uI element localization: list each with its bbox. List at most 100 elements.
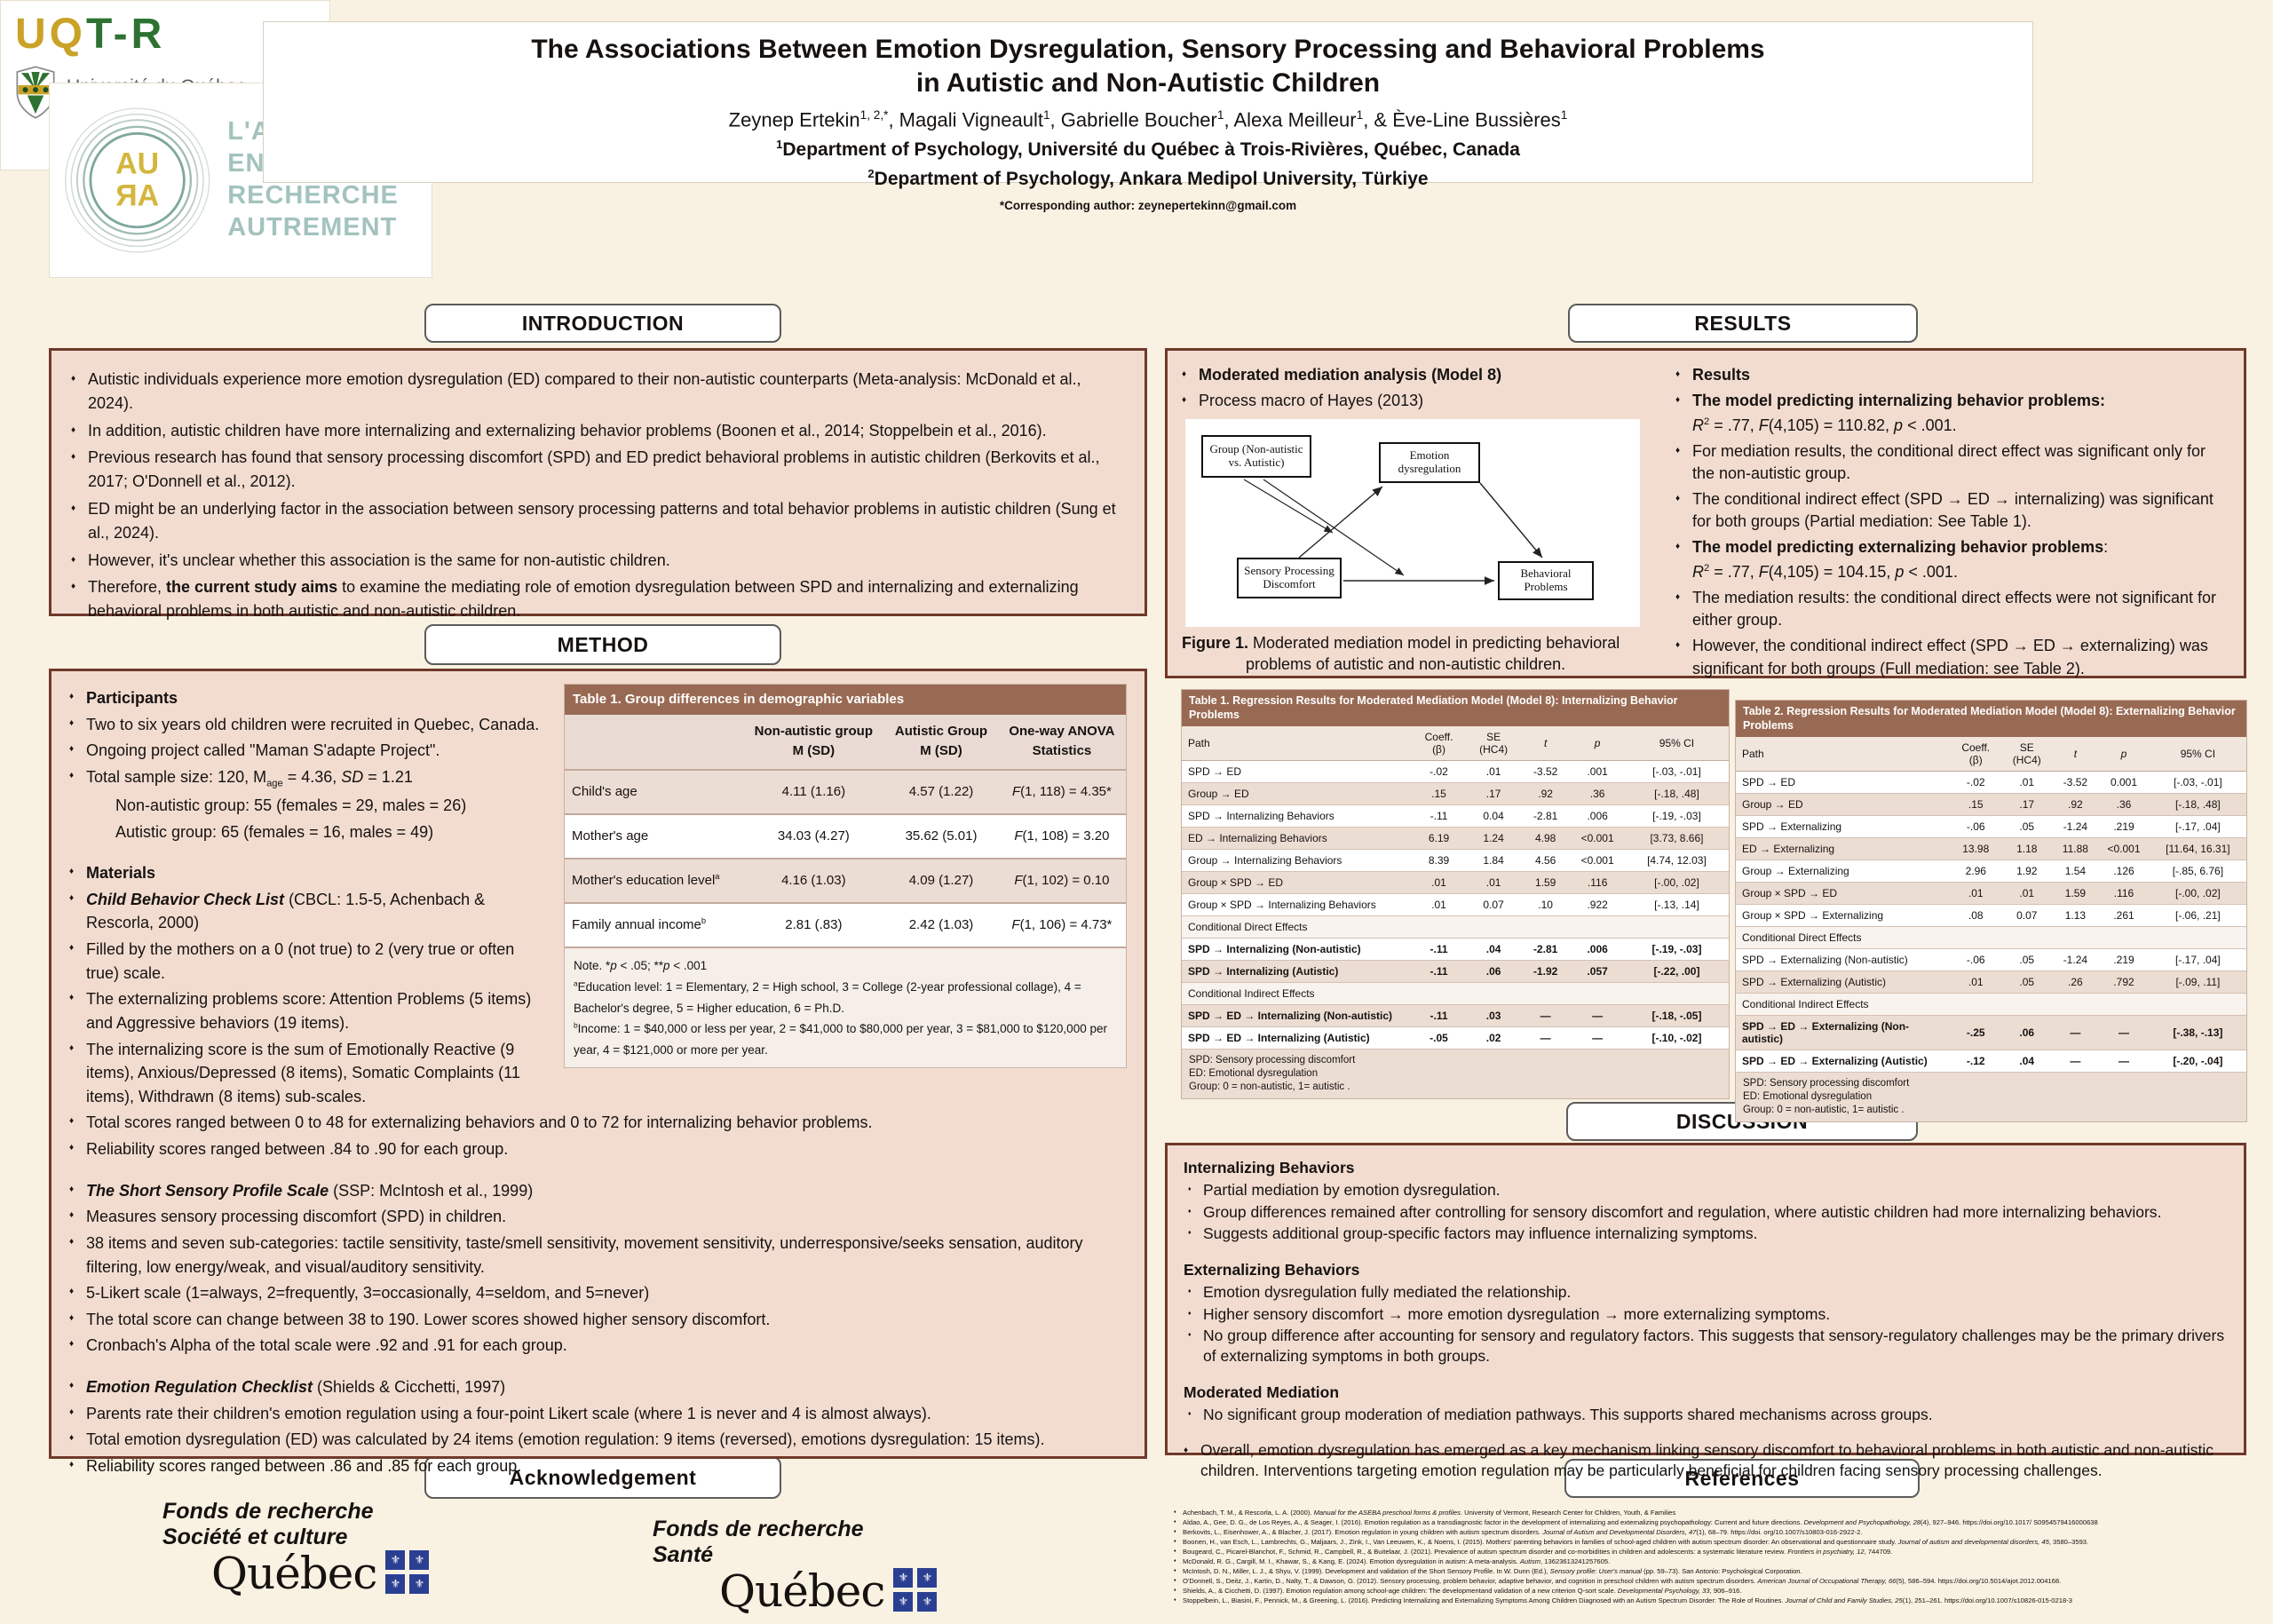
regression-table-internalizing: Table 1. Regression Results for Moderate… [1181,689,1730,1100]
column-header: Path [1182,726,1412,762]
list-item-text: Results [1692,366,1751,384]
list-item-text: R2 = .77, F(4,105) = 110.82, p < .001. [1692,416,1957,435]
bullet-icon: ♦ [1188,1185,1192,1192]
list-item: ♦ Therefore, the current study aims to ex… [71,575,1125,624]
column-header: Path [1736,737,1951,772]
bullet-icon: ♦ [69,1406,75,1417]
quebec-flag-icon: ⚜ ⚜ ⚜ ⚜ [893,1567,938,1612]
list-item: ♦ Materials [69,861,550,885]
bullet-icon: ♦ [1675,493,1681,503]
results-left-column: ♦ Moderated mediation analysis (Model 8) ♦… [1182,361,1663,673]
list-item-text: Emotion Regulation Checklist (Shields & … [86,1378,506,1397]
poster-title-line2: in Autistic and Non-Autistic Children [915,67,1381,98]
list-item-text: Measures sensory processing discomfort (… [86,1208,507,1226]
table-row: Group × SPD → Externalizing .08 0.07 1.13.2… [1736,904,2246,928]
header: The Associations Between Emotion Dysregu… [263,21,2033,212]
list-item-text: Previous research has found that sensory… [88,448,1100,491]
bullet-icon: ♦ [1174,1558,1176,1564]
bullet-icon: ♦ [69,993,75,1003]
list-item: ♦ Measures sensory processing discomfort … [69,1205,1127,1229]
list-item-text: The externalizing problems score: Attent… [86,990,532,1032]
column-header: t [1520,726,1571,762]
bullet-icon: ♦ [1188,1410,1192,1417]
list-item-text: Autistic group: 65 (females = 16, males … [115,822,434,841]
quebec-flag-icon: ⚜ ⚜ ⚜ ⚜ [385,1549,430,1594]
list-item: ♦ 5-Likert scale (1=always, 2=frequently,… [69,1281,1127,1305]
list-item: ♦Non-autistic group: 55 (females = 29, m… [69,794,550,818]
list-item-text: Reliability scores ranged between .86 an… [86,1456,522,1475]
list-item: ♦ Reliability scores ranged between .84 t… [69,1137,1127,1161]
bullet-icon: ♦ [69,1184,75,1194]
bullet-icon: ♦ [69,1116,75,1127]
table-row: ED → Internalizing Behaviors 6.19 1.24 4.98… [1182,827,1729,851]
bullet-icon: ♦ [1675,591,1681,602]
list-item: ♦ Child Behavior Check List (CBCL: 1.5-5,… [69,888,550,935]
reference-text: O'Donnell, S., Deitz, J., Kartin, D., Na… [1183,1577,2062,1585]
section-header-method: METHOD [424,624,781,665]
list-item-text: Non-autistic group: 55 (females = 29, ma… [115,796,467,814]
bullet-icon: ♦ [71,452,76,463]
table-row: Family annual incomeb 2.81 (.83) 2.42 (1.0… [565,903,1126,949]
section-row: Conditional Direct Effects [1182,915,1729,939]
list-item: ♦ For mediation results, the conditional … [1675,440,2229,486]
bullet-icon: ♦ [1188,1208,1192,1215]
table-row: Group → ED .15.17.92.36 [-.18, .48] [1182,782,1729,806]
list-item-text: Moderated Mediation [1184,1382,1340,1401]
poster-title-line1: The Associations Between Emotion Dysregu… [531,35,1765,64]
list-item-text: No group difference after accounting for… [1203,1327,2225,1365]
uqtr-tr: T-R [86,11,166,58]
list-item: ♦ Total emotion dysregulation (ED) was ca… [69,1428,1127,1452]
bullet-icon: ♦ [1675,640,1681,651]
section-header-results: RESULTS [1568,304,1918,343]
reference-text: McIntosh, D. N., Miller, L. J., & Shyu, … [1183,1567,1802,1575]
bullet-icon: ♦ [1182,369,1187,379]
reference-item: ♦ Berkovits, L., Eisenhower, A., & Blache… [1174,1527,2261,1537]
bullet-icon: ♦ [69,770,75,780]
list-item-text: The internalizing score is the sum of Em… [86,1040,520,1105]
list-item-text: Group differences remained after control… [1203,1202,2162,1221]
reference-item: ♦ McDonald, R. G., Cargill, M. I., Khawar… [1174,1557,2261,1566]
bullet-icon: ♦ [69,744,75,755]
reference-item: ♦ O'Donnell, S., Deitz, J., Kartin, D., N… [1174,1576,2261,1586]
bullet-icon: ♦ [71,554,76,565]
reference-text: Achenbach, T. M., & Rescorla, L. A. (200… [1183,1509,1676,1517]
column-header: p [1570,726,1625,762]
list-item-text: Total emotion dysregulation (ED) was cal… [86,1430,1045,1449]
affiliation-2: 2Department of Psychology, Ankara Medipo… [867,167,1429,190]
introduction-panel: ♦ Autistic individuals experience more em… [49,348,1147,620]
bullet-icon: ♦ [69,1339,75,1350]
discussion-blocks: ♦Internalizing Behaviors♦Partial mediati… [1184,1158,2228,1481]
list-item-text: Overall, emotion dysregulation has emerg… [1200,1441,2214,1479]
list-item [69,1164,1127,1176]
list-item: ♦ However, the conditional indirect effec… [1675,635,2229,680]
method-panel: Table 1. Group differences in demographi… [49,669,1147,1475]
list-item-text: Filled by the mothers on a 0 (not true) … [86,940,515,982]
list-item [69,846,550,859]
table-row: SPD → ED → Externalizing (Autistic) -.12.… [1736,1050,2246,1073]
section-row: Conditional Indirect Effects [1736,993,2246,1017]
table-title: Table 1. Group differences in demographi… [565,685,1126,716]
quebec-wordmark: Québec [211,1548,377,1599]
table-row: SPD → Internalizing (Autistic) -.11.06 -1.… [1182,960,1729,984]
aura-monogram-bottom: ЯA [115,178,159,212]
bullet-icon: ♦ [69,1143,75,1153]
list-item-text: Cronbach's Alpha of the total scale were… [86,1336,567,1355]
list-item-text: Reliability scores ranged between .84 to… [86,1140,509,1159]
list-item-text: The conditional indirect effect (SPD → E… [1692,489,2214,531]
list-item: ♦ In addition, autistic children have mor… [71,419,1125,443]
section-label: References [1684,1466,1800,1490]
aura-rings-icon: AU ЯA [64,107,210,253]
analysis-bullets: ♦ Moderated mediation analysis (Model 8) ♦… [1182,364,1663,412]
list-item-text: The model predicting externalizing behav… [1692,537,2109,556]
list-item-text: Partial mediation by emotion dysregulati… [1203,1180,1501,1199]
list-item-text: The total score can change between 38 to… [86,1310,771,1328]
list-item-text: For mediation results, the conditional d… [1692,441,2206,483]
list-item: ♦Autistic group: 65 (females = 16, males… [69,820,550,844]
discussion-panel: ♦Internalizing Behaviors♦Partial mediati… [1165,1143,2246,1479]
list-item: ♦ Process macro of Hayes (2013) [1182,390,1663,413]
bullet-icon: ♦ [1675,394,1681,405]
table-row: Group × SPD → ED .01.01 1.59.116 [-.00, .02… [1182,871,1729,895]
bullet-icon: ♦ [1174,1597,1176,1603]
table-row: Child's age 4.11 (1.16) 4.57 (1.22) F(1, 11… [565,769,1126,815]
list-item-text: Parents rate their children's emotion re… [86,1404,931,1422]
